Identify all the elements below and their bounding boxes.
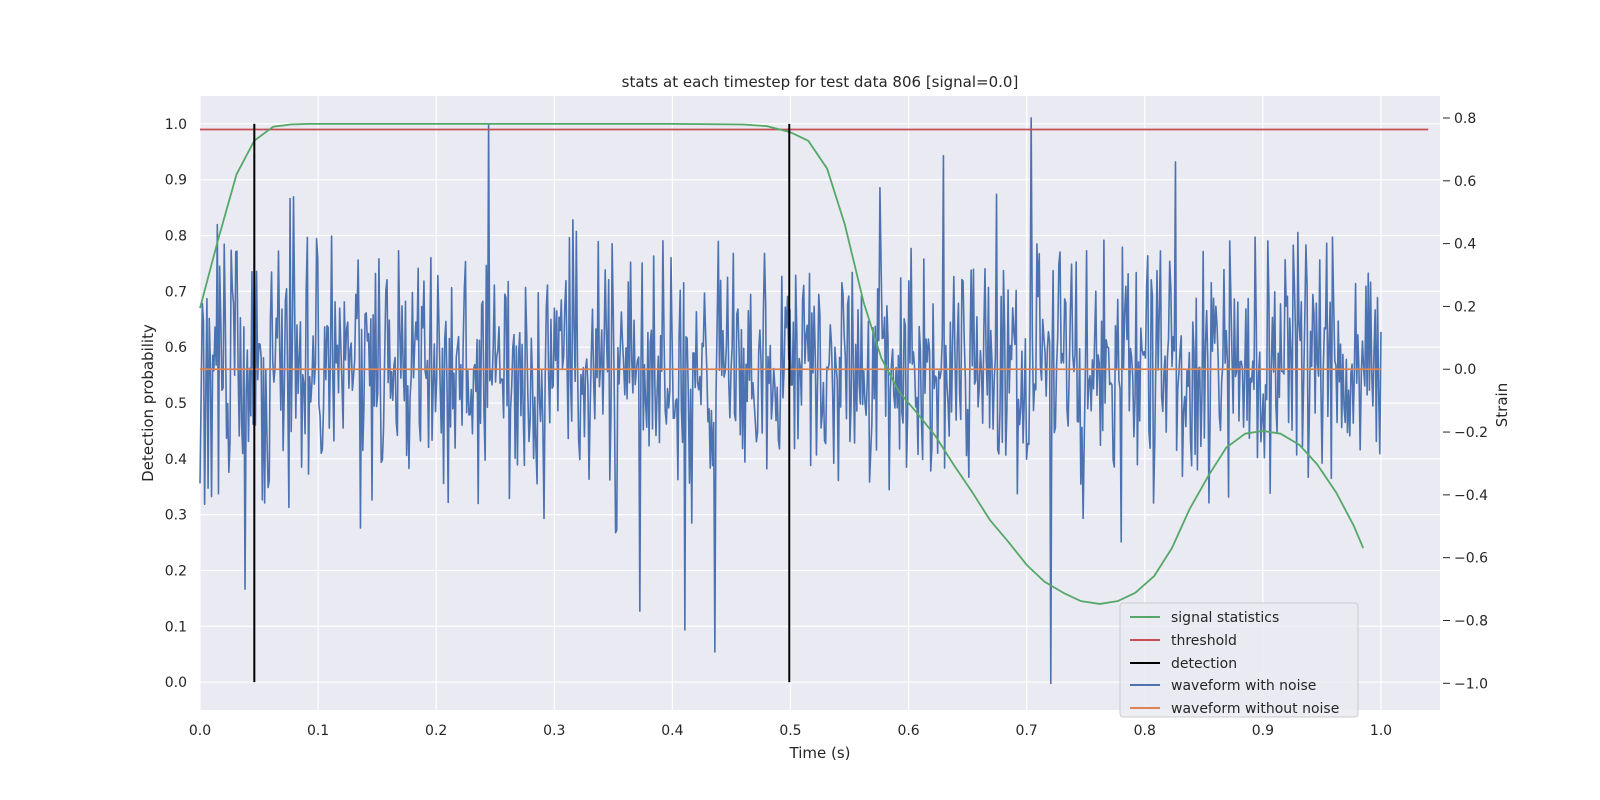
x-tick-label: 0.7 <box>1016 723 1038 739</box>
x-tick-label: 0.6 <box>897 723 919 739</box>
series-waveform-with-noise <box>199 117 1382 685</box>
legend-label-waveform-with-noise: waveform with noise <box>1171 678 1316 694</box>
x-tick-label: 0.1 <box>307 723 329 739</box>
left-y-tick-label: 0.1 <box>165 619 187 635</box>
right-y-tick-labels: −1.0 −0.8 −0.6 −0.4 −0.2 0.0 0.2 0.4 0.6 0.8 <box>1443 111 1488 692</box>
right-y-tick-label: −0.8 <box>1454 613 1488 629</box>
right-y-tick-label: 0.6 <box>1454 174 1476 190</box>
x-tick-label: 0.5 <box>779 723 801 739</box>
left-y-tick-label: 0.7 <box>165 284 187 300</box>
x-tick-label: 0.8 <box>1134 723 1156 739</box>
x-tick-label: 0.0 <box>189 723 211 739</box>
legend-label-detection: detection <box>1171 656 1237 672</box>
right-y-tick-label: −1.0 <box>1454 676 1488 692</box>
left-y-tick-label: 0.0 <box>165 675 187 691</box>
left-y-tick-label: 0.9 <box>165 173 187 189</box>
right-y-tick-label: −0.6 <box>1454 551 1488 567</box>
legend-box <box>1119 602 1359 718</box>
x-tick-label: 0.2 <box>425 723 447 739</box>
x-axis-label: Time (s) <box>789 744 851 762</box>
right-y-tick-label: 0.4 <box>1454 237 1476 253</box>
legend: signal statistics threshold detection wa… <box>1119 602 1359 718</box>
right-y-tick-label: −0.4 <box>1454 488 1488 504</box>
series-layer <box>199 117 1429 685</box>
series-signal-statistics <box>199 123 1365 605</box>
legend-label-signal-statistics: signal statistics <box>1171 610 1279 626</box>
left-y-tick-label: 0.3 <box>165 508 187 524</box>
legend-label-threshold: threshold <box>1171 633 1237 649</box>
legend-label-waveform-without-noise: waveform without noise <box>1171 701 1339 717</box>
left-y-tick-label: 0.2 <box>165 563 187 579</box>
x-tick-label: 0.3 <box>543 723 565 739</box>
left-y-tick-label: 0.4 <box>165 452 187 468</box>
x-tick-labels: 0.0 0.1 0.2 0.3 0.4 0.5 0.6 0.7 0.8 0.9 1.0 <box>189 723 1392 739</box>
left-y-tick-label: 0.6 <box>165 340 187 356</box>
x-tick-label: 1.0 <box>1370 723 1392 739</box>
x-tick-label: 0.4 <box>661 723 683 739</box>
left-y-axis-label: Detection probability <box>139 324 157 482</box>
right-y-tick-label: 0.8 <box>1454 111 1476 127</box>
left-y-tick-label: 0.5 <box>165 396 187 412</box>
x-tick-label: 0.9 <box>1252 723 1274 739</box>
y-gridlines <box>200 123 1440 683</box>
right-y-tick-label: 0.2 <box>1454 299 1476 315</box>
left-y-tick-label: 1.0 <box>165 117 187 133</box>
left-y-tick-label: 0.8 <box>165 229 187 245</box>
right-y-tick-label: −0.2 <box>1454 425 1488 441</box>
left-y-tick-labels: 0.0 0.1 0.2 0.3 0.4 0.5 0.6 0.7 0.8 0.9 1.0 <box>165 117 187 691</box>
right-y-axis-label: Strain <box>1493 383 1511 427</box>
right-y-tick-label: 0.0 <box>1454 362 1476 378</box>
chart-title: stats at each timestep for test data 806… <box>622 73 1019 91</box>
